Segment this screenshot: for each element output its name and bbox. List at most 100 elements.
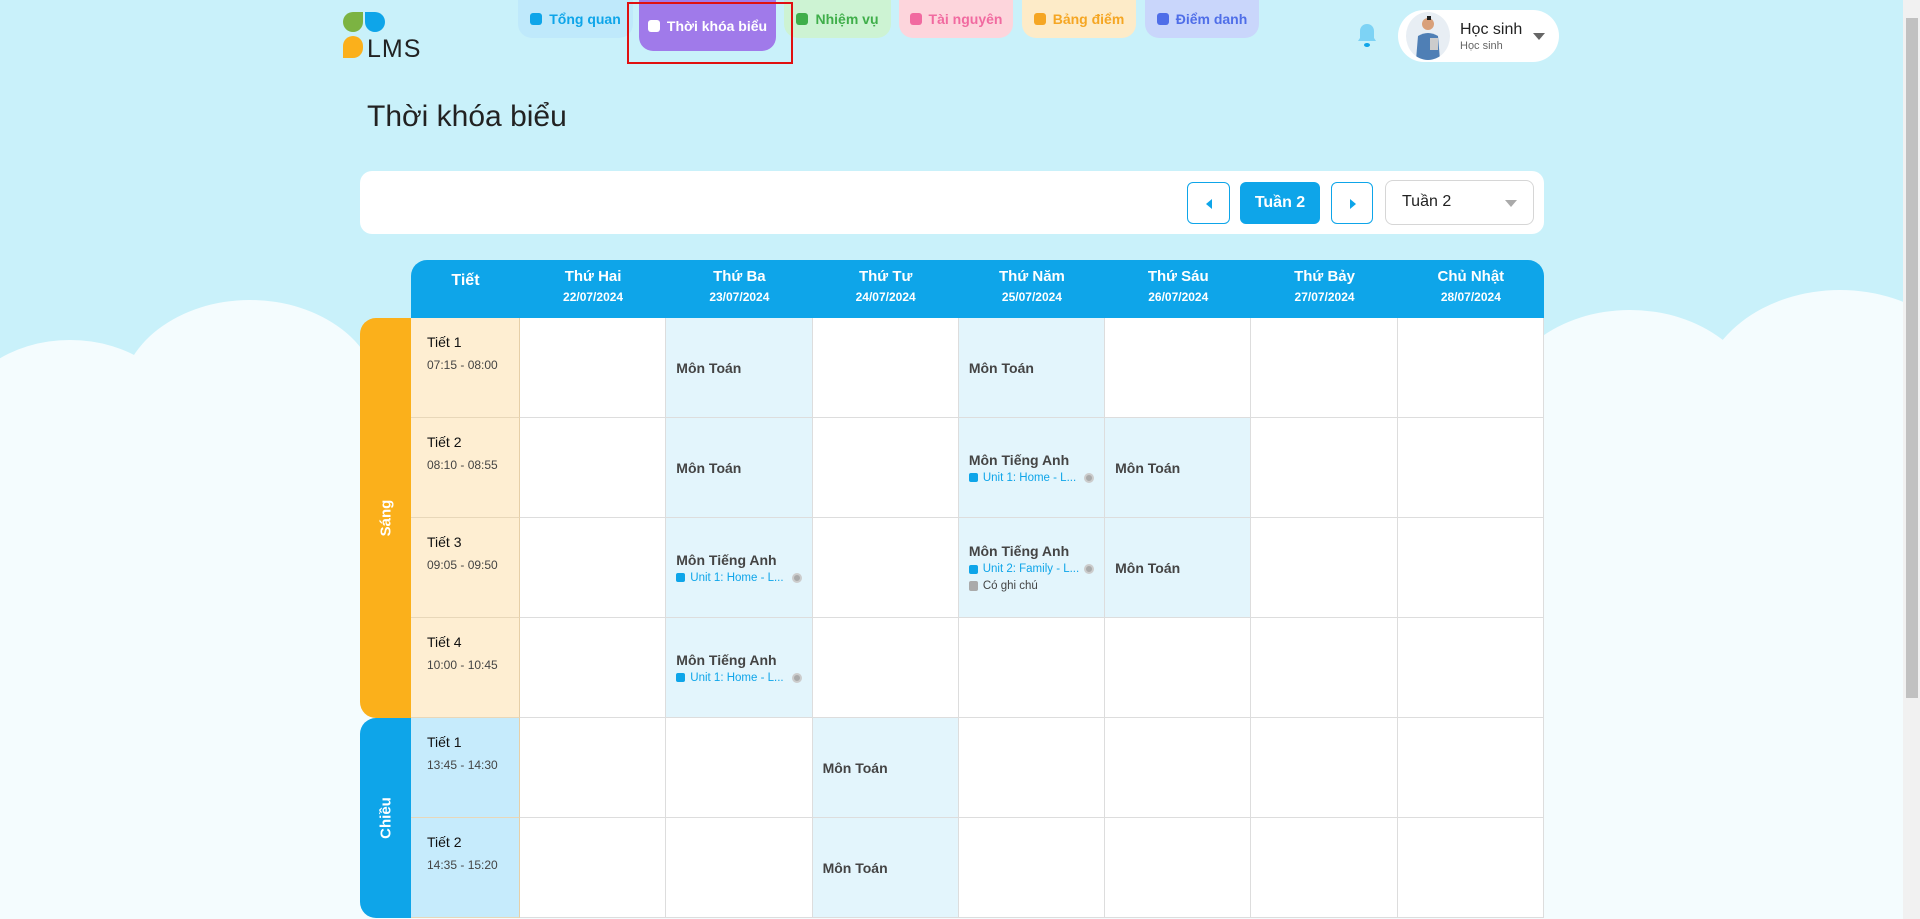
current-week-button[interactable]: Tuần 2 bbox=[1240, 182, 1320, 224]
timetable-cell[interactable]: Môn Tiếng Anh Unit 1: Home - L... bbox=[958, 418, 1106, 518]
header-day: Thứ Bảy 27/07/2024 bbox=[1251, 260, 1397, 318]
header-day: Thứ Năm 25/07/2024 bbox=[959, 260, 1105, 318]
subject-name: Môn Toán bbox=[676, 359, 742, 376]
header-day: Thứ Sáu 26/07/2024 bbox=[1105, 260, 1251, 318]
eye-icon[interactable] bbox=[1084, 472, 1095, 483]
lesson-link[interactable]: Unit 1: Home - L... bbox=[968, 471, 1095, 484]
calendar-icon bbox=[647, 19, 660, 32]
timetable-cell bbox=[1397, 418, 1544, 518]
period-cell: Tiết 2 14:35 - 15:20 bbox=[411, 818, 520, 918]
period-time: 14:35 - 15:20 bbox=[427, 858, 498, 872]
timetable-cell bbox=[1105, 318, 1252, 418]
period-time: 09:05 - 09:50 bbox=[427, 558, 498, 572]
lesson-title[interactable]: Unit 2: Family - L... bbox=[982, 563, 1080, 575]
session-label: Chiều bbox=[377, 797, 394, 839]
nav-tab-1[interactable]: Thời khóa biểu bbox=[639, 0, 776, 51]
book-icon bbox=[968, 564, 978, 574]
header-period: Tiết bbox=[451, 272, 480, 289]
timetable-cell bbox=[1251, 418, 1398, 518]
day-date: 27/07/2024 bbox=[1294, 290, 1355, 304]
table-row: Tiết 1 07:15 - 08:00 Môn Toán Môn Toán bbox=[411, 318, 1544, 418]
nav-tab-3[interactable]: Tài nguyên bbox=[899, 0, 1013, 38]
subject-name: Môn Tiếng Anh bbox=[676, 551, 777, 568]
caret-left-icon bbox=[1206, 199, 1212, 209]
timetable-cell bbox=[1251, 518, 1398, 618]
scrollbar-thumb[interactable] bbox=[1906, 18, 1918, 698]
timetable-cell[interactable]: Môn Toán bbox=[1105, 518, 1252, 618]
day-name: Thứ Sáu bbox=[1147, 268, 1209, 285]
header-day: Thứ Hai 22/07/2024 bbox=[520, 260, 666, 318]
nav-tab-0[interactable]: Tổng quan bbox=[518, 0, 633, 38]
timetable-cell bbox=[520, 718, 667, 818]
bell-icon[interactable] bbox=[1357, 22, 1377, 48]
timetable-cell bbox=[1397, 618, 1544, 718]
chevron-down-icon bbox=[1533, 33, 1545, 40]
book-icon bbox=[796, 13, 809, 25]
nav-tab-label: Tổng quan bbox=[549, 11, 621, 27]
period-time: 08:10 - 08:55 bbox=[427, 458, 498, 472]
header-day: Thứ Tư 24/07/2024 bbox=[813, 260, 959, 318]
lesson-link[interactable]: Unit 2: Family - L... bbox=[968, 563, 1095, 575]
lesson-title[interactable]: Unit 1: Home - L... bbox=[690, 571, 784, 584]
table-row: Tiết 1 13:45 - 14:30 Môn Toán bbox=[411, 718, 1544, 818]
user-menu[interactable]: Học sinh Học sinh bbox=[1398, 10, 1559, 62]
eye-icon[interactable] bbox=[1084, 564, 1095, 574]
timetable-cell[interactable]: Môn Toán bbox=[958, 318, 1106, 418]
lesson-title[interactable]: Unit 1: Home - L... bbox=[982, 471, 1077, 484]
lesson-link[interactable]: Unit 1: Home - L... bbox=[676, 571, 802, 584]
book-icon bbox=[676, 573, 686, 582]
eye-icon[interactable] bbox=[791, 572, 802, 583]
day-date: 22/07/2024 bbox=[563, 290, 624, 304]
table-row: Tiết 2 08:10 - 08:55 Môn Toán Môn Tiếng Anh… bbox=[411, 418, 1544, 518]
table-row: Tiết 4 10:00 - 10:45 Môn Tiếng Anh Unit 1: … bbox=[411, 618, 1544, 718]
logo[interactable]: LMS bbox=[343, 12, 433, 63]
lesson-title[interactable]: Unit 1: Home - L... bbox=[690, 671, 784, 684]
next-week-button[interactable] bbox=[1331, 182, 1373, 224]
timetable-cell[interactable]: Môn Tiếng Anh Unit 1: Home - L... bbox=[666, 518, 813, 618]
timetable-cell bbox=[519, 518, 667, 618]
timetable-cell bbox=[1251, 818, 1398, 918]
nav-tab-2[interactable]: Nhiệm vụ bbox=[784, 0, 891, 38]
timetable-cell bbox=[958, 618, 1106, 718]
table-row: Tiết 2 14:35 - 15:20 Môn Toán bbox=[411, 818, 1544, 918]
nav-tab-4[interactable]: Bảng điểm bbox=[1022, 0, 1136, 38]
timetable-cell[interactable]: Môn Toán bbox=[666, 418, 813, 518]
day-name: Thứ Hai bbox=[564, 268, 622, 285]
subject-name: Môn Toán bbox=[968, 359, 1034, 376]
timetable-cell[interactable]: Môn Toán bbox=[812, 718, 959, 818]
timetable-cell bbox=[1251, 718, 1398, 818]
scrollbar[interactable] bbox=[1903, 0, 1920, 919]
note-icon bbox=[968, 581, 978, 591]
timetable-cell bbox=[1105, 818, 1252, 918]
timetable-cell bbox=[1397, 318, 1544, 418]
book-icon bbox=[676, 673, 686, 682]
nav-tab-5[interactable]: Điểm danh bbox=[1145, 0, 1259, 38]
eye-icon[interactable] bbox=[791, 672, 802, 683]
timetable-cell[interactable]: Môn Toán bbox=[1105, 418, 1252, 518]
lesson-link[interactable]: Unit 1: Home - L... bbox=[676, 671, 802, 684]
subject-name: Môn Tiếng Anh bbox=[968, 543, 1070, 559]
timetable-cell[interactable]: Môn Tiếng Anh Unit 1: Home - L... bbox=[666, 618, 813, 718]
nav-tab-label: Thời khóa biểu bbox=[666, 17, 768, 34]
period-name: Tiết 2 bbox=[427, 834, 462, 850]
subject-name: Môn Toán bbox=[822, 859, 888, 876]
nav-tab-label: Bảng điểm bbox=[1052, 11, 1125, 27]
header-day: Thứ Ba 23/07/2024 bbox=[666, 260, 812, 318]
timetable-cell[interactable]: Môn Toán bbox=[666, 318, 813, 418]
prev-week-button[interactable] bbox=[1187, 182, 1230, 224]
timetable-cell bbox=[958, 718, 1106, 818]
period-name: Tiết 1 bbox=[427, 334, 462, 350]
timetable-cell[interactable]: Môn Tiếng Anh Unit 2: Family - L... Có ghi… bbox=[958, 518, 1106, 618]
timetable-cell bbox=[666, 718, 813, 818]
timetable-cell bbox=[1105, 618, 1252, 718]
timetable-cell bbox=[1105, 718, 1252, 818]
timetable-cell[interactable]: Môn Toán bbox=[812, 818, 959, 918]
folder-icon bbox=[909, 13, 922, 25]
period-cell: Tiết 3 09:05 - 09:50 bbox=[411, 518, 520, 618]
timetable-cell bbox=[1251, 318, 1398, 418]
week-select[interactable]: Tuần 2 bbox=[1385, 180, 1534, 225]
timetable-cell bbox=[812, 418, 959, 518]
period-name: Tiết 1 bbox=[427, 734, 462, 750]
timetable-header: Tiết Thứ Hai 22/07/2024 Thứ Ba 23/07/2024 Th… bbox=[411, 260, 1544, 318]
chevron-down-icon bbox=[1505, 200, 1517, 207]
